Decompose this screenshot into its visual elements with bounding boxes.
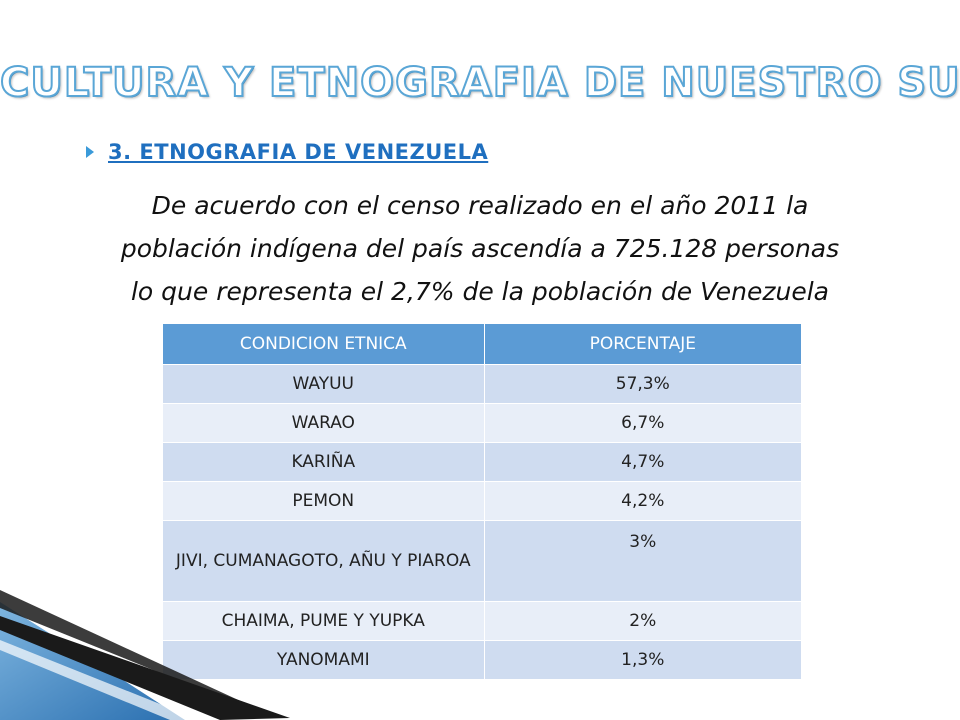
body-paragraph: De acuerdo con el censo realizado en el …: [30, 184, 930, 313]
table-header-row: CONDICION ETNICA PORCENTAJE: [162, 323, 803, 365]
ethnicity-cell: CHAIMA, PUME Y YUPKA: [162, 601, 485, 641]
table-row: JIVI, CUMANAGOTO, AÑU Y PIAROA 3%: [162, 520, 803, 602]
column-header-ethnicity: CONDICION ETNICA: [162, 323, 485, 365]
table-row: WAYUU 57,3%: [162, 364, 803, 404]
section-heading: 3. ETNOGRAFIA DE VENEZUELA: [108, 140, 489, 164]
percentage-cell: 4,2%: [483, 481, 803, 521]
percentage-cell: 1,3%: [483, 640, 803, 680]
arrow-bullet-icon: [86, 146, 94, 158]
percentage-cell: 6,7%: [483, 403, 803, 443]
ethnicity-cell: WAYUU: [162, 364, 485, 404]
slide-title: CULTURA Y ETNOGRAFIA DE NUESTRO SUR: [0, 59, 960, 107]
section-bullet: 3. ETNOGRAFIA DE VENEZUELA: [86, 140, 488, 164]
table-row: CHAIMA, PUME Y YUPKA 2%: [162, 601, 803, 641]
ethnicity-cell: WARAO: [162, 403, 485, 443]
percentage-cell: 57,3%: [483, 364, 803, 404]
ethnicity-cell: YANOMAMI: [162, 640, 485, 680]
table-row: PEMON 4,2%: [162, 481, 803, 521]
ethnicity-cell: PEMON: [162, 481, 485, 521]
ethnicity-cell: KARIÑA: [162, 442, 485, 482]
percentage-cell: 2%: [483, 601, 803, 641]
body-line: De acuerdo con el censo realizado en el …: [151, 191, 809, 220]
table-row: YANOMAMI 1,3%: [162, 640, 803, 680]
ethnicity-table: CONDICION ETNICA PORCENTAJE WAYUU 57,3% …: [162, 323, 803, 680]
table-row: KARIÑA 4,7%: [162, 442, 803, 482]
corner-decoration: [0, 590, 290, 720]
body-line: lo que representa el 2,7% de la població…: [130, 277, 829, 306]
body-line: población indígena del país ascendía a 7…: [120, 234, 840, 263]
column-header-percentage: PORCENTAJE: [483, 323, 803, 365]
percentage-cell: 4,7%: [483, 442, 803, 482]
percentage-cell: 3%: [483, 520, 803, 602]
ethnicity-cell: JIVI, CUMANAGOTO, AÑU Y PIAROA: [162, 520, 485, 602]
table-row: WARAO 6,7%: [162, 403, 803, 443]
